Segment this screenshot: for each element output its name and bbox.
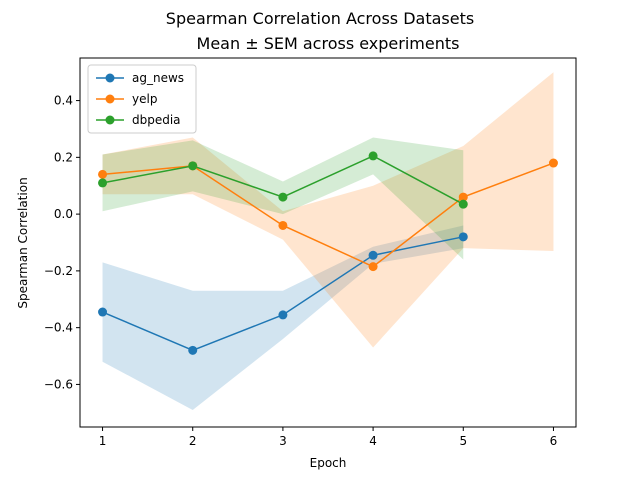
legend-label-yelp: yelp [132,92,157,106]
yelp-line [102,162,554,268]
dbpedia-point [458,199,468,209]
x-tick-label: 1 [99,434,107,448]
dbpedia-point [278,192,288,202]
dbpedia-point [98,178,108,188]
yelp-point [548,158,558,168]
y-axis: −0.6 −0.4 −0.2 0.0 0.2 0.4 [44,94,80,391]
ag_news-point [188,345,198,355]
y-axis-label: Spearman Correlation [16,177,30,308]
ag_news-point [278,310,288,320]
legend-label-ag_news: ag_news [132,71,184,85]
legend-label-dbpedia: dbpedia [132,113,181,127]
yelp-sem-band [102,72,554,348]
x-tick-label: 3 [279,434,287,448]
x-tick-label: 6 [550,434,558,448]
ag_news-point [98,307,108,317]
y-tick-label: −0.4 [44,321,73,335]
legend-box [87,64,197,134]
x-tick-label: 4 [369,434,377,448]
legend-marker-ag_news [105,73,115,83]
x-axis-label: Epoch [310,456,347,470]
x-tick-label: 5 [459,434,467,448]
chart-title: Spearman Correlation Across Datasets [166,9,474,28]
ag_news-point [458,232,468,242]
y-tick-label: 0.0 [54,207,73,221]
y-tick-label: 0.2 [54,150,73,164]
y-tick-label: −0.6 [44,377,73,391]
series-points [98,151,558,355]
yelp-point [98,169,108,179]
plot-frame [79,57,577,428]
y-tick-label: −0.2 [44,264,73,278]
yelp-point [278,220,288,230]
legend-marker-dbpedia [105,115,115,125]
chart-subtitle: Mean ± SEM across experiments [197,34,460,53]
x-axis: 1 2 3 4 5 6 [99,427,558,448]
dbpedia-point [188,161,198,171]
dbpedia-point [368,151,378,161]
yelp-point [458,192,468,202]
ag_news-point [368,250,378,260]
yelp-point [368,262,378,272]
y-tick-label: 0.4 [54,94,73,108]
legend-marker-yelp [105,94,115,104]
x-tick-label: 2 [189,434,197,448]
